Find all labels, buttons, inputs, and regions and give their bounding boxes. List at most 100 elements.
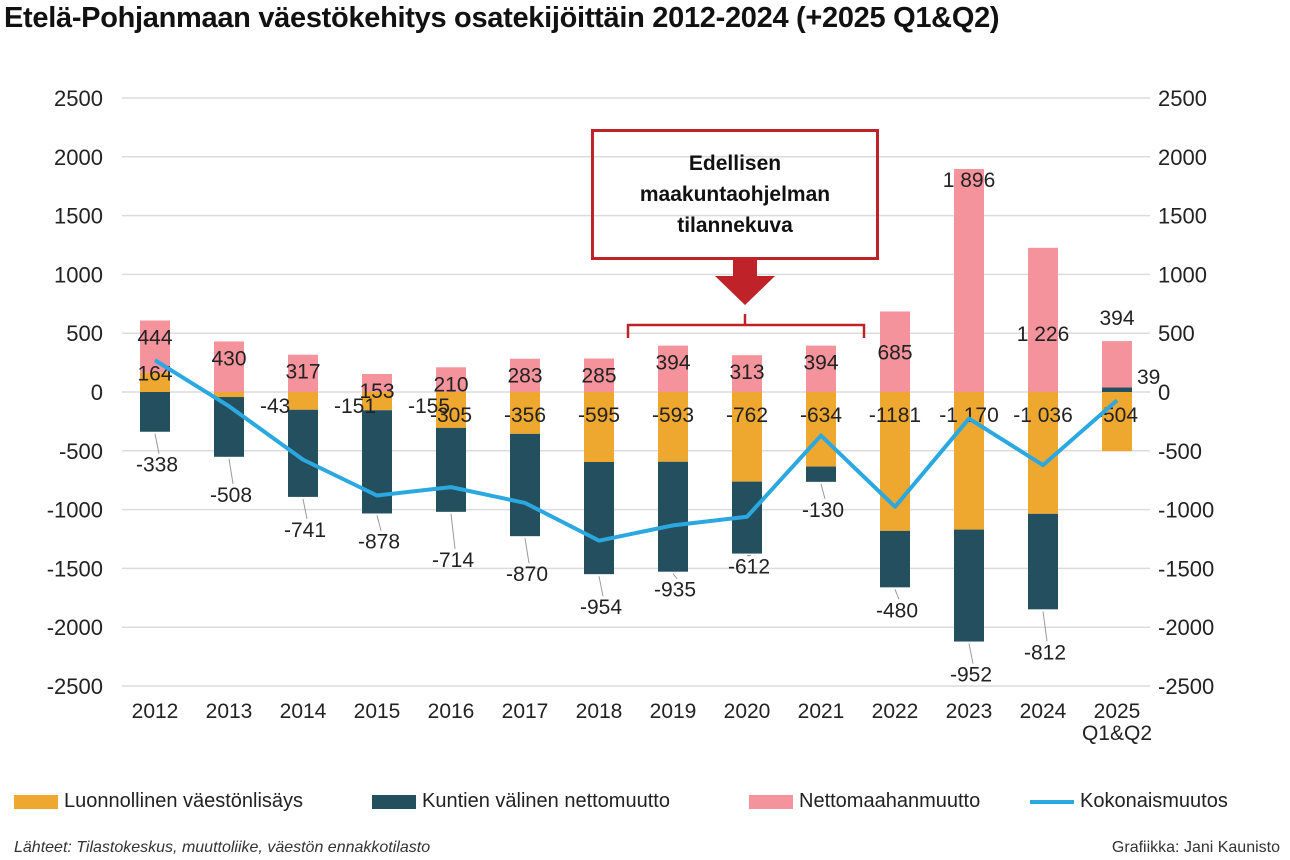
x-tick-label: 2024 [1020,700,1067,723]
data-label: -1 036 [1013,404,1073,427]
annotation-box: Edellisen maakuntaohjelman tilannekuva [591,129,879,260]
data-label: 164 [137,363,172,386]
y-tick-left: 1500 [54,204,103,229]
data-label: -612 [728,556,770,579]
bar-segment [584,392,614,462]
y-tick-right: 0 [1158,380,1170,405]
data-label: -155 [408,395,450,418]
data-label: -1181 [869,404,921,427]
leader-line [154,433,160,454]
data-label: -305 [430,404,472,427]
data-label: -43 [260,395,290,418]
leader-line [450,513,456,549]
y-tick-left: -2000 [47,615,103,640]
x-tick-label: Q1&Q2 [1082,722,1152,745]
bar-segment [436,427,466,512]
bar-segment [806,345,836,392]
y-tick-left: 500 [66,321,103,346]
data-label: 153 [359,380,394,403]
data-label: 394 [1099,307,1134,330]
y-tick-left: -1000 [47,498,103,523]
y-tick-right: 1000 [1158,262,1207,287]
data-label: 313 [729,361,764,384]
x-tick-label: 2020 [724,700,771,723]
bar-segment [658,461,688,572]
legend-swatch [749,794,793,809]
legend-label: Nettomaahanmuutto [799,790,981,812]
leader-line [968,643,974,664]
bar-segment [732,355,762,392]
data-label: 685 [877,341,912,364]
x-tick-label: 2012 [132,700,179,723]
leader-line [1042,611,1048,642]
bar-segment [288,392,318,410]
source-note: Lähteet: Tilastokeskus, muuttoliike, väe… [14,839,431,856]
bar-segment [140,392,170,432]
leader-line [894,589,900,600]
legend-swatch [1030,799,1074,804]
legend: Luonnollinen väestönlisäys Kuntien välin… [0,790,1290,816]
data-label: 394 [655,352,690,375]
data-label: -338 [136,454,178,477]
legend-label: Luonnollinen väestönlisäys [64,790,304,812]
y-tick-right: -1500 [1158,556,1214,581]
x-tick-label: 2017 [502,700,549,723]
bar-segment [140,372,170,392]
y-tick-right: 2000 [1158,145,1207,170]
bar-segment [362,392,392,411]
bar-segment [1028,392,1058,514]
total-change-line [153,358,1119,543]
bar-segment [954,392,984,530]
leader-line [524,538,530,564]
data-label: -130 [802,499,844,522]
y-tick-left: 1000 [54,262,103,287]
bar-segment [510,433,540,537]
legend-label: Kokonaismuutos [1080,790,1228,812]
data-label: -714 [432,549,474,572]
data-label: 394 [803,352,838,375]
bar-segment [880,311,910,392]
leader-line [820,483,826,499]
y-tick-right: -500 [1158,439,1202,464]
bar-segment [584,358,614,392]
bar-segment [658,392,688,462]
data-label: -1 170 [939,404,999,427]
bar-segment [1102,387,1132,392]
data-label: 444 [137,326,172,349]
data-label: -741 [284,519,326,542]
x-tick-label: 2021 [798,700,845,723]
bar-segment [1102,341,1132,388]
data-label: -634 [800,404,842,427]
bar-segment [214,392,244,398]
bar-segment [954,169,984,392]
chart-title: Etelä-Pohjanmaan väestökehitys osatekijö… [4,2,1000,34]
x-tick-label: 2023 [946,700,993,723]
data-label: -593 [652,404,694,427]
leader-line [598,576,604,597]
y-tick-right: 2500 [1158,86,1207,111]
leader-line [672,573,678,580]
y-tick-left: 2500 [54,86,103,111]
x-tick-label: 2015 [354,700,401,723]
y-tick-right: 500 [1158,321,1195,346]
y-tick-left: 2000 [54,145,103,170]
y-tick-left: -2500 [47,674,103,699]
data-label: 317 [285,361,320,384]
data-label: -762 [726,404,768,427]
bar-segment [214,341,244,392]
data-label: -812 [1024,641,1066,664]
annotation-bracket [626,314,866,338]
data-label: -595 [578,404,620,427]
leader-line [228,458,234,484]
annotation-arrow [715,258,775,305]
data-label: 1 226 [1017,323,1070,346]
data-label: 283 [507,365,542,388]
legend-item-total: Kokonaismuutos [1030,790,1228,813]
legend-swatch [372,794,416,809]
legend-label: Kuntien välinen nettomuutto [422,790,670,812]
legend-swatch [14,794,58,809]
bar-segment [362,410,392,514]
y-tick-right: -2500 [1158,674,1214,699]
data-label: 1 896 [943,169,996,192]
